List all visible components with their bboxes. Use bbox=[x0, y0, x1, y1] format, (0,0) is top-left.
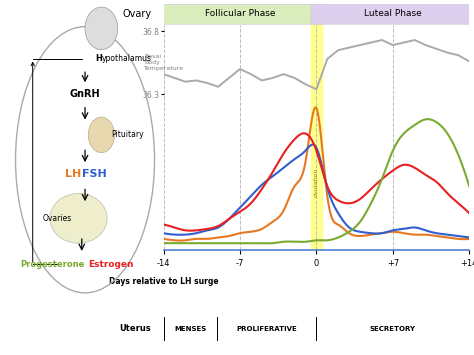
Text: GnRH: GnRH bbox=[70, 89, 100, 99]
FancyBboxPatch shape bbox=[311, 4, 474, 24]
Text: Ovary: Ovary bbox=[122, 9, 151, 19]
Ellipse shape bbox=[88, 117, 115, 153]
Text: H: H bbox=[95, 54, 102, 63]
Ellipse shape bbox=[85, 7, 118, 50]
Text: ypothalamus: ypothalamus bbox=[101, 54, 151, 63]
Text: LH: LH bbox=[65, 169, 82, 179]
Text: ovulation: ovulation bbox=[314, 167, 319, 197]
Text: Estrogen: Estrogen bbox=[89, 260, 134, 269]
Ellipse shape bbox=[50, 193, 107, 243]
Text: Days relative to LH surge: Days relative to LH surge bbox=[109, 278, 219, 286]
Text: Follicular Phase: Follicular Phase bbox=[205, 9, 275, 18]
Text: Basal
Body
Temperature: Basal Body Temperature bbox=[144, 54, 184, 71]
Bar bbox=[311, 99, 322, 250]
Text: MENSES: MENSES bbox=[174, 326, 206, 332]
FancyBboxPatch shape bbox=[158, 4, 322, 24]
Bar bbox=[311, 25, 322, 99]
Text: Pituitary: Pituitary bbox=[111, 130, 144, 140]
FancyArrowPatch shape bbox=[31, 62, 35, 262]
Text: Progesterone: Progesterone bbox=[20, 260, 84, 269]
Text: FSH: FSH bbox=[82, 169, 107, 179]
Text: Ovaries: Ovaries bbox=[43, 214, 72, 223]
Text: Uterus: Uterus bbox=[119, 324, 151, 333]
Text: SECRETORY: SECRETORY bbox=[370, 326, 416, 332]
Text: PROLIFERATIVE: PROLIFERATIVE bbox=[237, 326, 297, 332]
Text: Luteal Phase: Luteal Phase bbox=[364, 9, 422, 18]
